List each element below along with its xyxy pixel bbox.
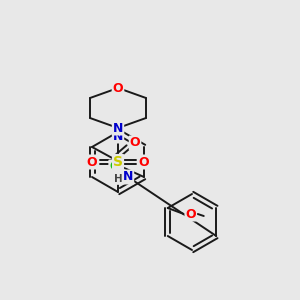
Text: N: N bbox=[113, 130, 123, 142]
Text: O: O bbox=[113, 82, 123, 94]
Text: O: O bbox=[130, 136, 140, 149]
Text: Cl: Cl bbox=[110, 160, 123, 173]
Text: N: N bbox=[113, 122, 123, 134]
Text: N: N bbox=[123, 170, 133, 184]
Text: O: O bbox=[87, 155, 97, 169]
Text: S: S bbox=[113, 155, 123, 169]
Text: O: O bbox=[139, 155, 149, 169]
Text: O: O bbox=[185, 208, 196, 220]
Text: H: H bbox=[114, 174, 122, 184]
